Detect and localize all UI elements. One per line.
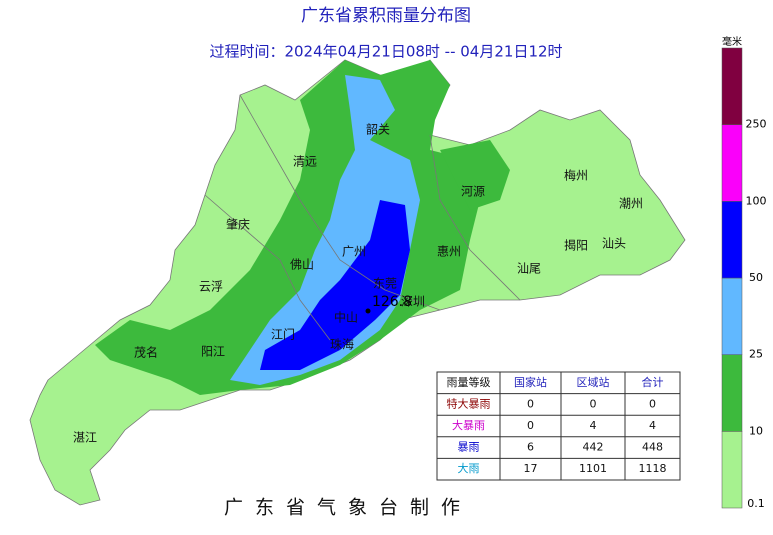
table-header: 国家站 — [514, 375, 547, 389]
city-label: 揭阳 — [564, 238, 588, 253]
city-label: 茂名 — [134, 345, 158, 360]
legend-swatch — [721, 47, 743, 125]
city-label: 清远 — [293, 155, 317, 169]
city-label: 东莞 — [373, 277, 397, 291]
grade-label: 特大暴雨 — [447, 396, 491, 410]
city-label: 潮州 — [619, 196, 643, 211]
table-cell: 1118 — [639, 462, 667, 475]
table-cell: 1101 — [579, 462, 607, 475]
legend-unit: 毫米 — [722, 35, 742, 48]
grade-label: 大暴雨 — [452, 418, 485, 432]
city-label: 汕头 — [602, 237, 626, 251]
table-cell: 0 — [527, 397, 534, 410]
city-label: 汕尾 — [517, 262, 541, 276]
table-cell: 448 — [642, 441, 663, 454]
city-label: 梅州 — [564, 168, 588, 183]
legend-label: 0.1 — [747, 497, 765, 510]
city-label: 惠州 — [437, 245, 461, 259]
legend-swatch — [721, 124, 743, 202]
legend-swatch — [721, 201, 743, 279]
title: 广东省累积雨量分布图 — [301, 6, 471, 26]
grade-label: 暴雨 — [458, 441, 480, 454]
subtitle: 过程时间：2024年04月21日08时 -- 04月21日12时 — [209, 43, 562, 61]
table-cell: 17 — [524, 462, 538, 475]
legend-swatch — [721, 431, 743, 509]
table-cell: 0 — [527, 419, 534, 432]
footer: 广东省气象台制作 — [224, 497, 472, 519]
grade-label: 大雨 — [458, 461, 480, 475]
city-label: 珠海 — [330, 337, 354, 352]
city-label: 河源 — [461, 185, 485, 199]
table-cell: 6 — [527, 441, 534, 454]
max-point — [365, 308, 371, 314]
table-cell: 4 — [649, 419, 656, 432]
table-cell: 0 — [649, 397, 656, 410]
table-cell: 442 — [583, 441, 604, 454]
city-label: 佛山 — [290, 258, 314, 272]
table-cell: 0 — [590, 397, 597, 410]
city-label: 肇庆 — [226, 217, 250, 232]
province-map — [29, 59, 686, 506]
city-label: 中山 — [334, 310, 358, 325]
table-header: 合计 — [642, 375, 664, 389]
table-cell: 4 — [590, 419, 597, 432]
legend-label: 25 — [749, 348, 763, 361]
city-label: 江门 — [271, 327, 295, 342]
legend-label: 50 — [749, 271, 763, 284]
legend-label: 10 — [749, 424, 763, 437]
table-header: 雨量等级 — [447, 375, 491, 389]
city-label: 韶关 — [366, 122, 390, 137]
legend: 毫米 0.1 10 25 50 100 250 — [721, 35, 767, 510]
city-label: 阳江 — [201, 345, 225, 359]
legend-label: 250 — [746, 118, 767, 131]
city-label: 深圳 — [401, 295, 425, 309]
city-label: 广州 — [342, 245, 366, 259]
max-value: 126.8 — [372, 294, 412, 310]
legend-label: 100 — [746, 194, 767, 207]
legend-swatch — [721, 277, 743, 355]
city-label: 湛江 — [73, 431, 97, 445]
city-label: 云浮 — [199, 280, 223, 294]
table-frame — [436, 371, 681, 481]
table-header: 区域站 — [577, 375, 610, 389]
legend-swatch — [721, 354, 743, 432]
